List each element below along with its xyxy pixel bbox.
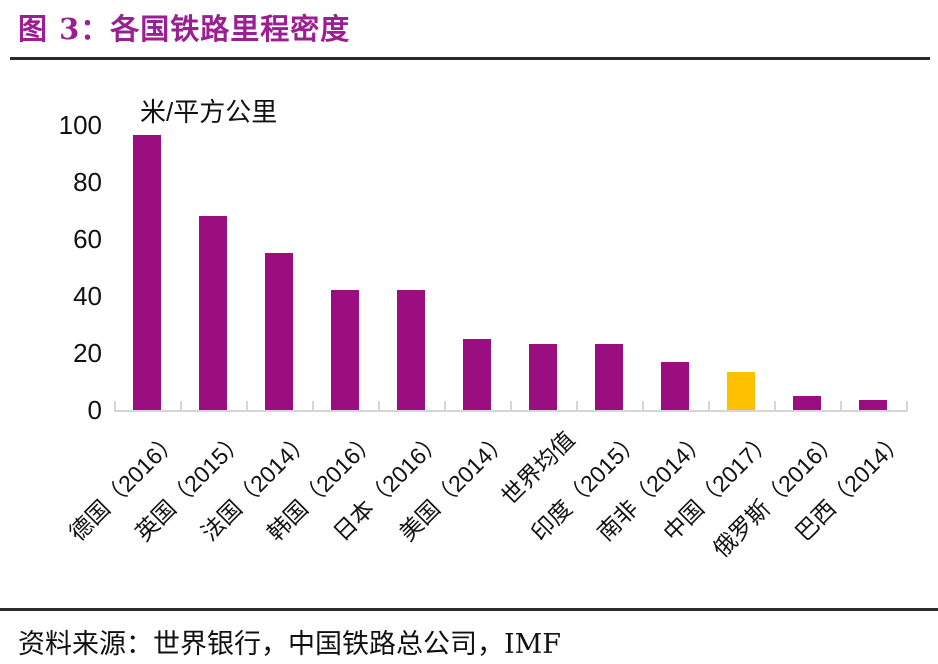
bar-南非（2014） <box>661 362 689 410</box>
bar-世界均值 <box>529 344 557 410</box>
y-axis-tick-label: 60 <box>73 224 102 254</box>
bar-印度（2015） <box>595 344 623 410</box>
x-axis-tick <box>312 401 314 412</box>
x-axis-tick <box>246 401 248 412</box>
y-axis-tick-label: 100 <box>58 110 102 140</box>
bar-日本（2016） <box>397 290 425 410</box>
bar-德国（2016） <box>133 135 161 410</box>
x-axis-tick <box>642 401 644 412</box>
y-axis-unit-label: 米/平方公里 <box>140 97 278 127</box>
y-axis-tick-label: 0 <box>87 395 102 425</box>
source-text: 资料来源：世界银行，中国铁路总公司，IMF <box>18 629 562 660</box>
bar-中国（2017） <box>727 372 755 410</box>
x-axis-tick <box>576 401 578 412</box>
x-axis-tick <box>708 401 710 412</box>
x-axis-tick <box>906 401 908 412</box>
bar-俄罗斯（2016） <box>793 396 821 410</box>
figure-title: 图 3：各国铁路里程密度 <box>18 12 351 46</box>
bar-英国（2015） <box>199 216 227 410</box>
title-divider-line <box>10 57 930 60</box>
x-axis-tick <box>378 401 380 412</box>
bar-法国（2014） <box>265 253 293 410</box>
y-axis-tick-label: 40 <box>73 281 102 311</box>
x-axis-tick <box>840 401 842 412</box>
y-axis-tick-label: 20 <box>73 338 102 368</box>
x-axis-tick <box>180 401 182 412</box>
bar-美国（2014） <box>463 339 491 410</box>
x-axis-tick <box>444 401 446 412</box>
x-axis-tick <box>114 401 116 412</box>
x-axis-tick <box>510 401 512 412</box>
bar-巴西（2014） <box>859 400 887 410</box>
bar-韩国（2016） <box>331 290 359 410</box>
x-axis-tick <box>774 401 776 412</box>
footer-divider-line <box>0 608 938 611</box>
y-axis-tick-label: 80 <box>73 167 102 197</box>
